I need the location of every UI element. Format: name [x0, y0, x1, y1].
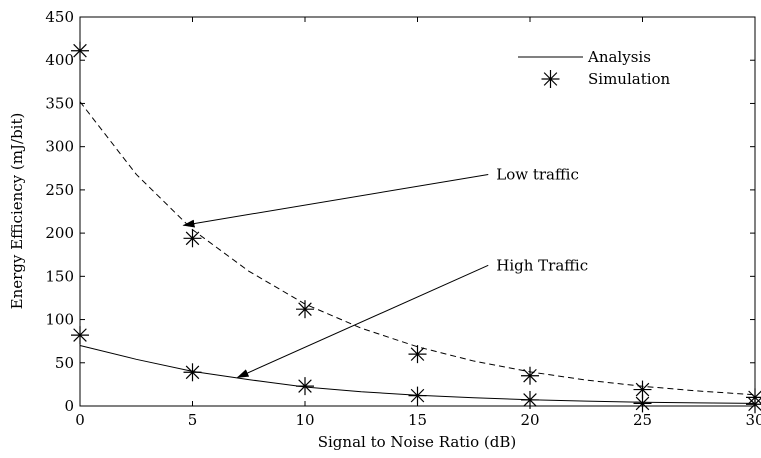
y-tick-label: 200 — [45, 224, 74, 242]
simulation-point — [296, 377, 314, 396]
annotation-text: Low traffic — [496, 166, 579, 184]
x-tick-label: 15 — [408, 411, 427, 429]
annotation-text: High Traffic — [496, 256, 588, 274]
x-tick-label: 30 — [745, 411, 761, 429]
y-tick-label: 400 — [45, 51, 74, 69]
legend-label: Analysis — [587, 48, 651, 66]
simulation-point — [296, 300, 314, 319]
y-axis-label: Energy Efficiency (mJ/bit) — [8, 113, 26, 310]
y-tick-label: 0 — [64, 397, 74, 415]
y-tick-label: 350 — [45, 94, 74, 112]
x-axis-label: Signal to Noise Ratio (dB) — [318, 433, 517, 451]
plot-area — [79, 16, 756, 407]
annotations: Low traffic High Traffic — [182, 166, 588, 378]
annotation-arrow — [182, 174, 489, 228]
y-tick-label: 450 — [45, 8, 74, 26]
y-tick-label: 300 — [45, 138, 74, 156]
simulation-point — [521, 366, 539, 385]
series-layer — [71, 41, 761, 414]
simulation-point — [71, 326, 89, 345]
annotation-arrow — [236, 264, 489, 378]
simulation-point — [408, 386, 427, 405]
y-tick-label: 150 — [45, 267, 74, 285]
legend: Analysis Simulation — [518, 48, 671, 88]
x-tick-label: 5 — [188, 411, 198, 429]
legend-marker-sample — [541, 70, 560, 88]
y-tick-label: 250 — [45, 181, 74, 199]
x-tick-label: 20 — [520, 411, 539, 429]
simulation-point — [183, 363, 202, 382]
simulation-point — [71, 41, 89, 60]
x-tick-label: 25 — [633, 411, 652, 429]
simulation-point — [183, 229, 202, 248]
simulation-point — [408, 345, 427, 364]
y-tick-label: 50 — [55, 354, 74, 372]
legend-label: Simulation — [588, 70, 671, 88]
simulation-point — [746, 395, 761, 414]
y-tick-label: 100 — [45, 311, 74, 329]
simulation-point — [633, 394, 652, 413]
x-tick-label: 10 — [295, 411, 314, 429]
x-tick-label: 0 — [75, 411, 85, 429]
simulation-point — [521, 390, 539, 409]
